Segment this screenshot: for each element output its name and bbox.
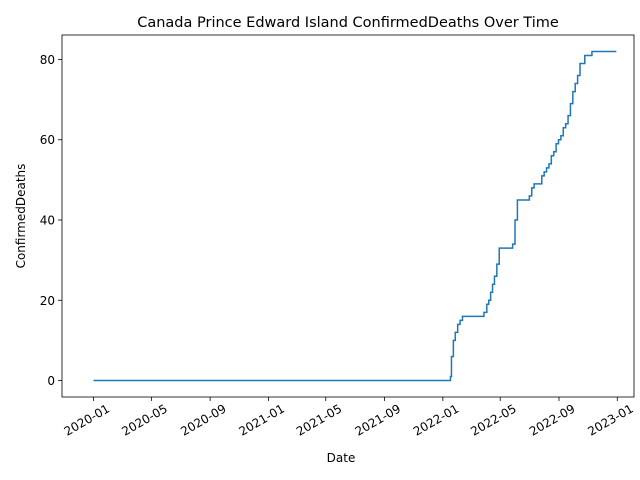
- x-tick-label: 2023-01: [585, 401, 635, 438]
- series-line: [93, 50, 617, 382]
- y-axis-label: ConfirmedDeaths: [14, 164, 28, 269]
- y-axis: 0 20 40 60 80: [40, 53, 62, 388]
- x-tick-label: 2022-05: [468, 401, 518, 438]
- x-tick-label: 2020-09: [178, 401, 228, 438]
- axes-frame: [61, 34, 635, 398]
- x-tick-label: 2021-01: [237, 401, 287, 438]
- chart-title: Canada Prince Edward Island ConfirmedDea…: [137, 15, 559, 31]
- x-tick-label: 2020-05: [119, 401, 169, 438]
- x-tick-label: 2021-05: [294, 401, 344, 438]
- y-tick-label: 0: [47, 374, 55, 388]
- x-tick-label: 2022-01: [411, 401, 461, 438]
- x-axis: 2020-01 2020-05 2020-09 2021-01 2021-05 2021-…: [62, 397, 636, 439]
- y-tick-label: 40: [40, 214, 55, 228]
- y-tick-label: 80: [40, 53, 55, 67]
- x-tick-label: 2020-01: [62, 401, 112, 438]
- x-tick-label: 2021-09: [353, 401, 403, 438]
- plot-area: [93, 50, 617, 382]
- x-axis-label: Date: [327, 451, 356, 465]
- y-tick-label: 20: [40, 294, 55, 308]
- x-tick-label: 2022-09: [527, 401, 577, 438]
- y-tick-label: 60: [40, 133, 55, 147]
